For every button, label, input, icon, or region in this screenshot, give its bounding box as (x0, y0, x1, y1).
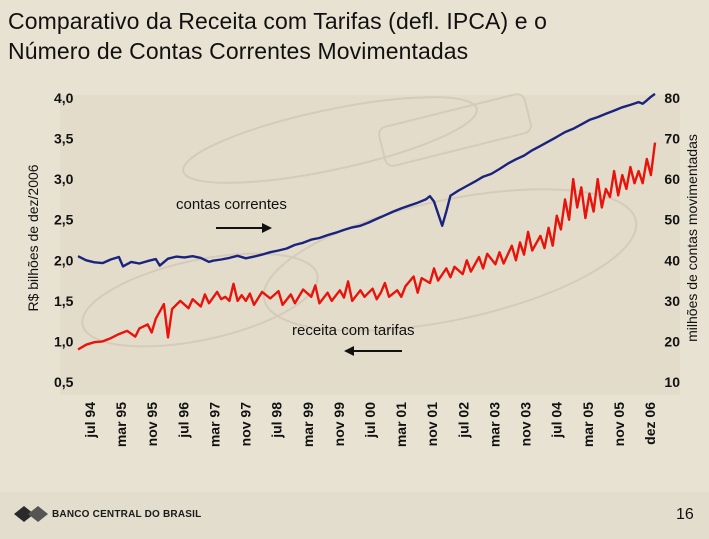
annotation-receita-com-tarifas: receita com tarifas (292, 322, 415, 339)
right-axis-ticks: 80 70 60 50 40 30 20 10 (664, 90, 680, 390)
logo-text: BANCO CENTRAL DO BRASIL (52, 509, 202, 520)
arrow-left-icon (344, 346, 402, 356)
x-tick-label: jul 04 (549, 402, 565, 439)
x-tick-label: nov 99 (331, 402, 347, 447)
arrow-right-icon (216, 223, 272, 233)
x-tick-label: dez 06 (642, 402, 658, 445)
right-tick-label: 30 (664, 293, 680, 309)
x-tick-label: jul 00 (362, 402, 378, 439)
left-tick-label: 2,5 (54, 212, 74, 228)
x-tick-label: mar 99 (300, 402, 316, 447)
x-tick-label: mar 01 (393, 402, 409, 447)
x-tick-label: jul 02 (455, 402, 471, 439)
right-axis-title: milhões de contas movimentadas (684, 134, 700, 342)
x-tick-label: mar 97 (206, 402, 222, 447)
left-axis-ticks: 4,0 3,5 3,0 2,5 2,0 1,5 1,0 0,5 (54, 90, 74, 390)
series-line-contas-correntes (77, 92, 656, 268)
x-axis-ticks: jul 94 mar 95 nov 95 jul 96 mar 97 nov 97 jul … (82, 402, 658, 447)
x-tick-label: mar 05 (580, 402, 596, 447)
x-tick-label: nov 05 (611, 402, 627, 447)
x-tick-label: mar 03 (486, 402, 502, 447)
footer (0, 492, 709, 539)
left-tick-label: 2,0 (54, 252, 74, 268)
right-tick-label: 10 (664, 374, 680, 390)
left-tick-label: 3,0 (54, 171, 74, 187)
x-tick-label: jul 96 (175, 402, 191, 439)
left-tick-label: 1,0 (54, 333, 74, 349)
x-tick-label: nov 03 (518, 402, 534, 447)
x-tick-label: nov 95 (144, 402, 160, 447)
left-tick-label: 1,5 (54, 293, 74, 309)
title-line-2: Número de Contas Correntes Movimentadas (8, 38, 469, 64)
left-tick-label: 3,5 (54, 131, 74, 147)
annotation-contas-correntes: contas correntes (176, 196, 287, 213)
right-tick-label: 60 (664, 171, 680, 187)
x-tick-label: nov 01 (424, 402, 440, 447)
x-tick-label: mar 95 (113, 402, 129, 447)
right-tick-label: 20 (664, 333, 680, 349)
bank-logo-icon (14, 506, 48, 522)
right-tick-label: 70 (664, 131, 680, 147)
x-tick-label: jul 98 (269, 402, 285, 439)
right-tick-label: 50 (664, 212, 680, 228)
left-tick-label: 4,0 (54, 90, 74, 106)
page-number: 16 (676, 506, 694, 523)
title-line-1: Comparativo da Receita com Tarifas (defl… (8, 8, 548, 34)
right-tick-label: 40 (664, 252, 680, 268)
x-tick-label: nov 97 (238, 402, 254, 447)
left-tick-label: 0,5 (54, 374, 74, 390)
left-axis-title: R$ bilhões de dez/2006 (25, 164, 41, 311)
x-tick-label: jul 94 (82, 402, 98, 439)
slide-title: Comparativo da Receita com Tarifas (defl… (8, 6, 708, 66)
right-tick-label: 80 (664, 90, 680, 106)
series-line-receita-com-tarifas (77, 142, 657, 351)
